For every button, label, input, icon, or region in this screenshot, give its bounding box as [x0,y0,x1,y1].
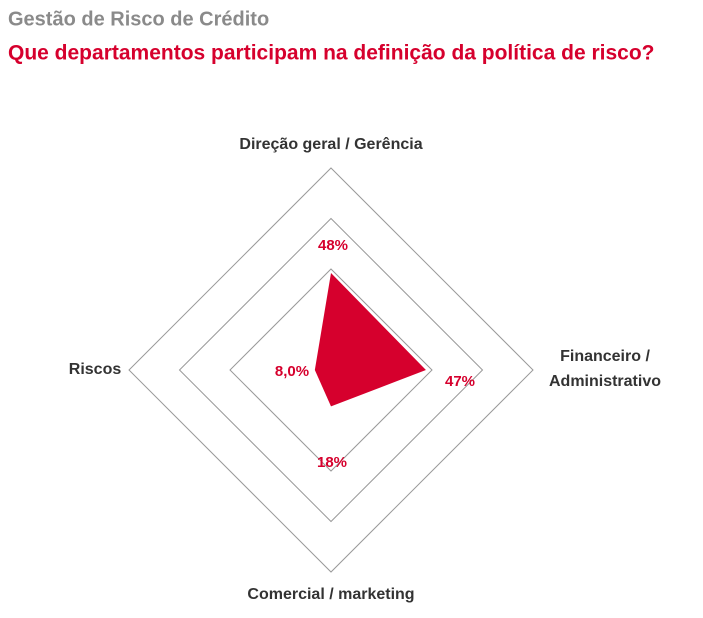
axis-label: Comercial / marketing [247,586,414,603]
grid-ring [229,268,433,472]
value-label: 48% [318,237,348,254]
grid-ring [178,217,484,523]
axis-label-line: Financeiro / [560,348,650,365]
value-label: 8,0% [275,363,309,380]
axis-label: Riscos [69,361,122,378]
axis-label: Financeiro / Administrativo [549,348,661,390]
axis-label: Direção geral / Gerência [239,136,422,153]
axis-label-line: Administrativo [549,373,661,390]
data-area [314,273,426,407]
value-label: 47% [445,373,475,390]
grid-ring [128,167,534,573]
chart-title: Gestão de Risco de Crédito [8,8,269,30]
value-label: 18% [317,454,347,471]
chart-subtitle: Que departamentos participam na definiçã… [8,42,655,65]
